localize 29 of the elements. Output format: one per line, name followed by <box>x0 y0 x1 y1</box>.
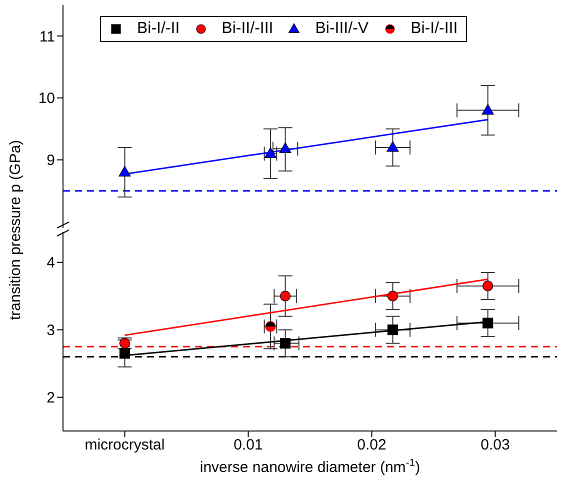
point <box>482 280 494 292</box>
point <box>119 348 130 359</box>
point <box>482 318 494 328</box>
y-tick-label: 2 <box>46 390 55 407</box>
point <box>387 324 398 336</box>
point <box>482 104 494 115</box>
x-tick-label: 0.03 <box>480 436 510 454</box>
legend-label: Bi-I/-III <box>410 20 458 38</box>
point <box>386 141 399 152</box>
point <box>118 166 131 177</box>
point <box>279 142 292 154</box>
x-tick-label: 0.01 <box>234 436 263 454</box>
x-tick-label: 0.02 <box>357 436 386 454</box>
y-tick-label: 9 <box>46 152 55 170</box>
legend-label: Bi-II/-III <box>222 20 274 38</box>
y-tick-label: 3 <box>46 322 55 340</box>
y-axis-title: transition pressure p (GPa) <box>7 140 24 320</box>
y-tick-label: 11 <box>39 28 55 46</box>
legend-label: Bi-III/-V <box>315 20 369 38</box>
x-tick-label: microcrystal <box>84 436 165 454</box>
point <box>280 290 291 302</box>
y-tick-label: 4 <box>46 254 55 272</box>
point <box>280 338 291 349</box>
point <box>387 290 398 302</box>
y-tick-label: 10 <box>38 90 55 108</box>
x-axis-title: inverse nanowire diameter (nm$^{-1}$) <box>200 457 420 476</box>
point <box>264 147 277 158</box>
legend-label: Bi-I/-II <box>137 20 180 38</box>
point <box>265 321 276 332</box>
